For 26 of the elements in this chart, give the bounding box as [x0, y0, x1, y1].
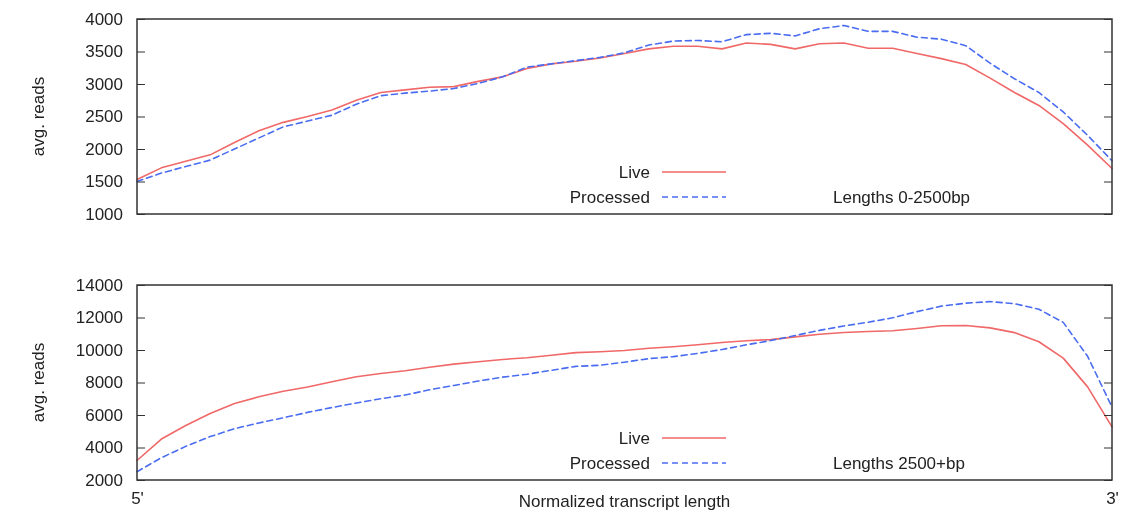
line-series — [136, 300, 1113, 473]
y-tick-label: 12000 — [75, 308, 123, 328]
y-tick-label: 2500 — [85, 107, 123, 127]
y-tick-label: 3000 — [85, 74, 123, 94]
y-tick-label: 1500 — [85, 172, 123, 192]
y-tick-label: 2000 — [85, 139, 123, 159]
y-tick-label: 4000 — [85, 438, 123, 458]
y-tick-label: 6000 — [85, 405, 123, 425]
y-tick-label: 10000 — [75, 340, 123, 360]
y-tick-label: 14000 — [75, 275, 123, 295]
y-axis-title: avg. reads — [29, 76, 48, 157]
legend-label: Live — [618, 429, 650, 448]
y-tick-label: 3500 — [85, 42, 123, 62]
x-tick-label: 5' — [131, 489, 144, 509]
y-tick-label: 8000 — [85, 373, 123, 393]
y-tick-label: 1000 — [85, 204, 123, 224]
y-tick-label: 2000 — [85, 470, 123, 490]
y-axis-title: avg. reads — [29, 342, 48, 423]
y-tick-label: 4000 — [85, 9, 123, 29]
legend-label: Live — [618, 163, 650, 182]
x-axis-title: Normalized transcript length — [518, 492, 731, 511]
legend-label: Processed — [569, 188, 650, 207]
x-tick-label: 3' — [1106, 489, 1119, 509]
annotation: Lengths 2500+bp — [833, 454, 965, 473]
legend-label: Processed — [569, 454, 650, 473]
annotation: Lengths 0-2500bp — [833, 188, 971, 207]
